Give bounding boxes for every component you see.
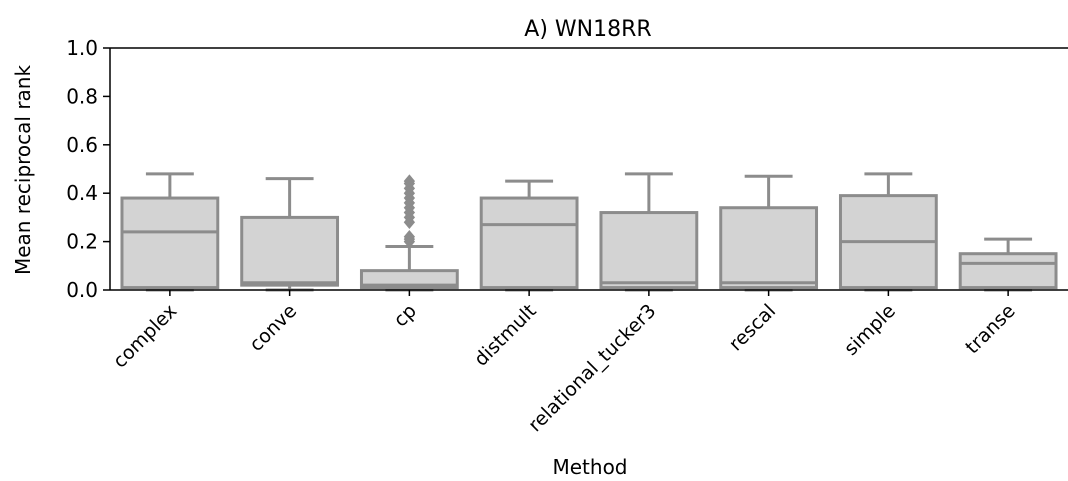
chart-title: A) WN18RR	[524, 17, 651, 42]
iqr-box	[599, 211, 699, 290]
box-group-cp	[359, 174, 459, 292]
x-tick-label: complex	[109, 300, 182, 373]
x-tick-label: distmult	[470, 300, 541, 371]
iqr-box	[240, 215, 340, 287]
x-tick-label: simple	[840, 300, 900, 360]
y-axis-label: Mean reciprocal rank	[11, 65, 35, 276]
x-tick-label: relational_tucker3	[524, 300, 660, 436]
iqr-box	[958, 252, 1058, 290]
x-axis-label: Method	[552, 455, 627, 479]
y-tick-label: 1.0	[66, 36, 98, 60]
y-tick-label: 0.4	[66, 181, 98, 205]
box-group-complex	[120, 172, 220, 292]
box-group-simple	[838, 172, 938, 292]
box-group-distmult	[479, 179, 579, 292]
x-tick-label: transe	[961, 300, 1019, 358]
iqr-box	[479, 196, 579, 290]
box-group-rescal	[719, 174, 819, 292]
iqr-box	[120, 196, 220, 290]
iqr-box	[359, 269, 459, 290]
y-tick-label: 0.2	[66, 230, 98, 254]
y-tick-label: 0.0	[66, 278, 98, 302]
x-tick-label: rescal	[725, 300, 780, 355]
x-tick-label: cp	[389, 300, 420, 331]
outlier-marker	[403, 174, 416, 188]
box-group-relational_tucker3	[599, 172, 699, 292]
outlier-marker	[403, 229, 416, 244]
box-group-conve	[240, 177, 340, 292]
plot-area: 0.0 0.2 0.4 0.6 0.8 1.0 complex conve cp distmult…	[66, 36, 1068, 436]
iqr-box	[719, 206, 819, 290]
y-tick-label: 0.6	[66, 133, 98, 157]
x-tick-label: conve	[245, 300, 301, 356]
box-group-transe	[958, 237, 1058, 292]
y-tick-label: 0.8	[66, 84, 98, 108]
